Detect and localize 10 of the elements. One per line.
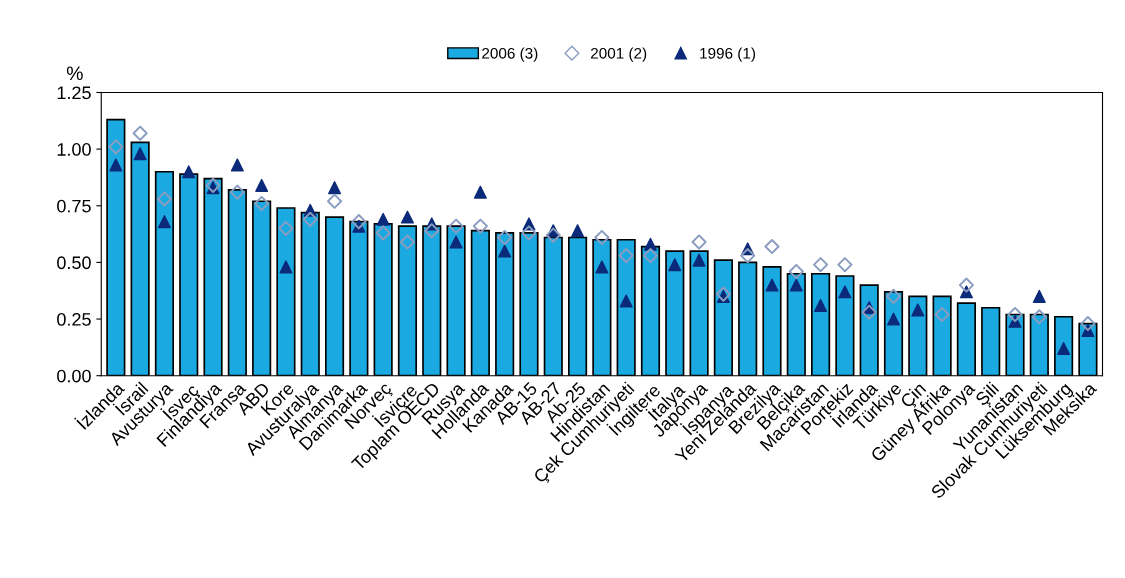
legend-label: 1996 (1) [700, 47, 756, 62]
y-tick-label: 0.75 [57, 199, 91, 213]
y-tick-label: 1.25 [57, 86, 91, 100]
y-tick-label: 0.25 [57, 312, 91, 326]
y-tick-label: 0.50 [57, 256, 91, 270]
y-tick-label: 0.00 [57, 369, 91, 383]
y-axis-title: % [66, 66, 83, 81]
y-tick-label: 1.00 [57, 143, 91, 156]
legend-label: 2001 (2) [591, 47, 647, 62]
legend-label: 2006 (3) [482, 47, 538, 62]
